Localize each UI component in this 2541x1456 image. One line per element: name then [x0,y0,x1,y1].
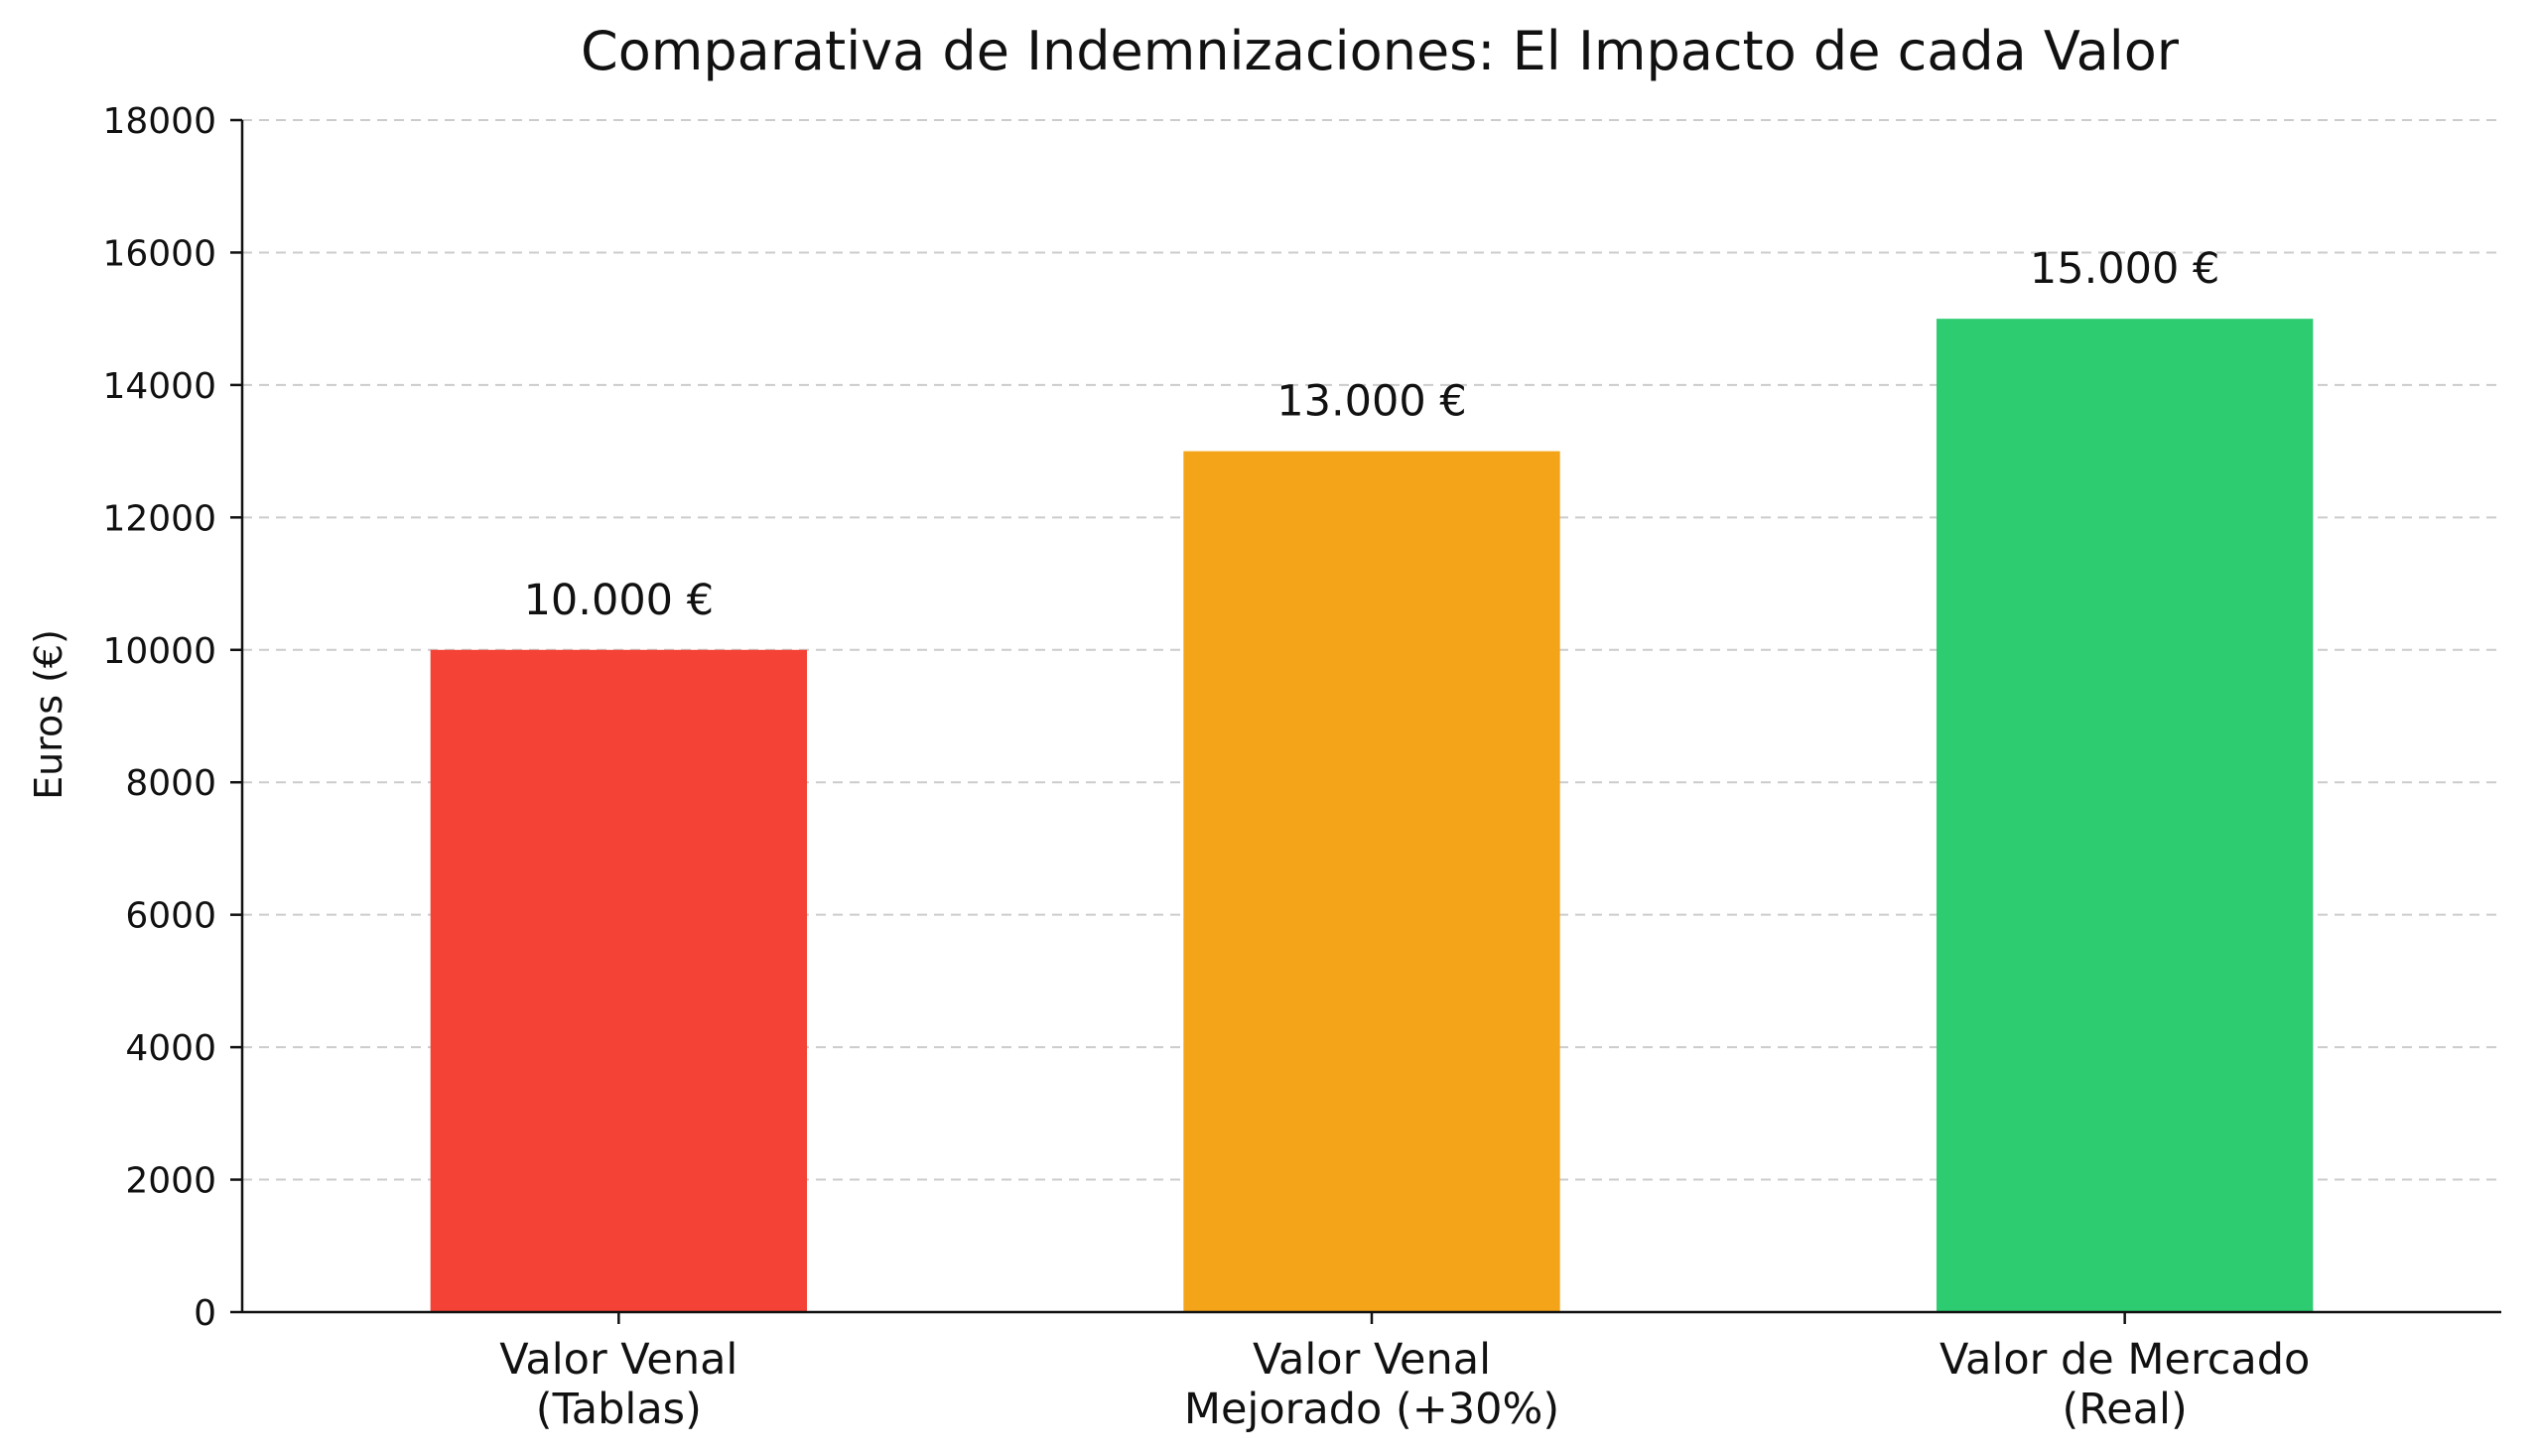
y-tick-label: 4000 [125,1028,216,1069]
y-tick-label: 12000 [102,498,216,539]
bars [430,319,2314,1313]
bar-2 [1937,319,2314,1313]
x-tick-label-line: (Tablas) [536,1385,702,1434]
y-tick-label: 2000 [125,1161,216,1202]
x-tick-label: Valor de Mercado (Real) [1939,1335,2310,1434]
bar-1 [1183,451,1560,1313]
x-tick-label-line: Valor de Mercado [1939,1335,2310,1385]
y-tick-label: 14000 [102,366,216,407]
x-tick-label: Valor Venal Mejorado (+30%) [1184,1335,1559,1434]
value-labels: 10.000 € 13.000 € 15.000 € [524,244,2220,625]
y-tick-label: 6000 [125,896,216,937]
x-tick-label-line: Valor Venal [1253,1335,1491,1385]
y-tick-label: 16000 [102,233,216,274]
y-axis-label: Euros (€) [27,629,70,800]
x-tick-label-line: (Real) [2063,1385,2188,1434]
y-tick-label: 0 [194,1293,216,1334]
bar-0 [430,649,807,1312]
bar-value-label: 10.000 € [524,576,714,625]
bar-value-label: 13.000 € [1276,377,1466,427]
y-tick-label: 10000 [102,631,216,672]
axes: 0 2000 4000 6000 8000 10000 12000 14000 16000 180… [102,101,2501,1434]
y-tick-label: 18000 [102,101,216,142]
y-tick-label: 8000 [125,763,216,804]
bar-value-label: 15.000 € [2030,244,2219,294]
x-tick-label: Valor Venal (Tablas) [499,1335,737,1434]
chart-title: Comparativa de Indemnizaciones: El Impac… [581,20,2180,82]
x-tick-label-line: Mejorado (+30%) [1184,1385,1559,1434]
x-tick-label-line: Valor Venal [499,1335,737,1385]
